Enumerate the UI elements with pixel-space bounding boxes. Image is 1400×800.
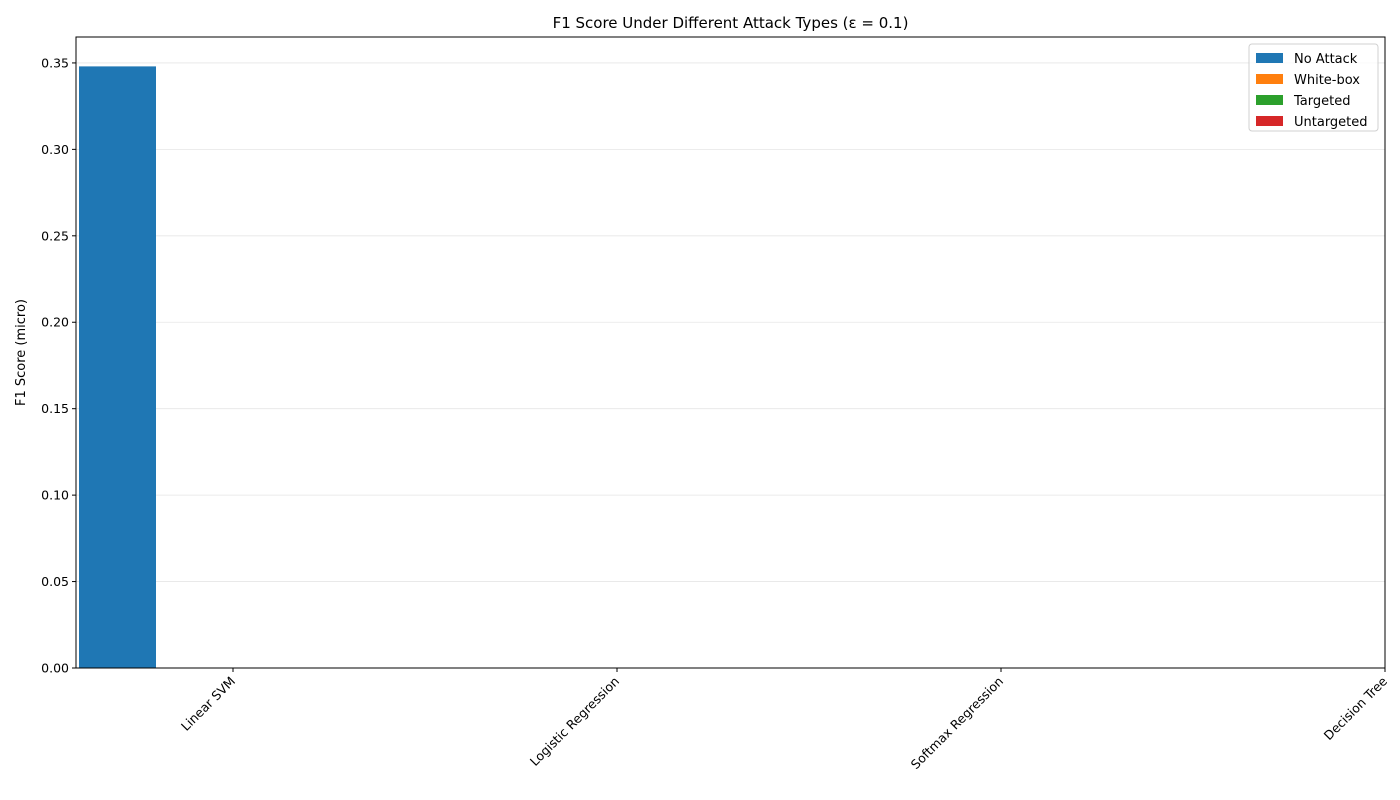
legend: No Attack White-box Targeted Untargeted <box>1248 43 1379 132</box>
y-tick-label: 0.10 <box>41 488 69 503</box>
y-axis-label: F1 Score (micro) <box>14 299 29 406</box>
y-tick-label: 0.35 <box>41 55 69 70</box>
legend-label: Targeted <box>1293 94 1350 109</box>
chart-title: F1 Score Under Different Attack Types (ε… <box>553 14 909 32</box>
legend-label: No Attack <box>1294 52 1358 67</box>
y-tick-label: 0.30 <box>41 142 69 157</box>
y-axis: 0.00 0.05 0.10 0.15 0.20 0.25 0.30 0.35 <box>41 55 76 676</box>
y-tick-label: 0.00 <box>41 661 69 676</box>
y-tick-label: 0.25 <box>41 228 69 243</box>
legend-label: White-box <box>1294 73 1360 88</box>
bars <box>79 66 156 668</box>
legend-label: Untargeted <box>1294 115 1368 130</box>
y-tick-label: 0.15 <box>41 401 69 416</box>
legend-swatch <box>1256 95 1283 105</box>
legend-swatch <box>1256 74 1283 84</box>
legend-box <box>1248 43 1379 132</box>
legend-swatch <box>1256 53 1283 63</box>
y-tick-label: 0.05 <box>41 574 69 589</box>
grid-lines <box>76 62 1385 669</box>
bar-no-attack <box>79 66 156 668</box>
plot-frame <box>75 36 1386 669</box>
y-tick-label: 0.20 <box>41 315 69 330</box>
legend-swatch <box>1256 116 1283 126</box>
